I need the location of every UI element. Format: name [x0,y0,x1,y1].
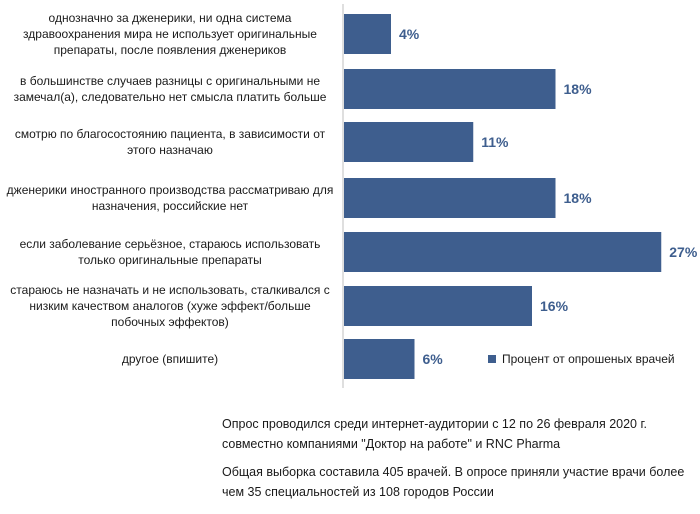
bar-value-label: 18% [564,81,593,97]
bar-3 [344,122,474,162]
chart-legend: Процент от опрошеных врачей [488,352,675,366]
bar-value-label: 16% [540,298,569,314]
bar-chart: 4% 18% 11% 18% 27% 16% 6% [342,4,698,388]
bar-4 [344,178,556,218]
bar-value-label: 6% [423,351,444,367]
survey-note-dates: Опрос проводился среди интернет-аудитори… [222,417,647,451]
bar-2 [344,69,556,109]
bar-value-label: 11% [481,134,509,150]
category-label: однозначно за дженерики, ни одна система… [23,11,317,57]
bar-6 [344,286,532,326]
category-label: смотрю по благосостоянию пациента, в зав… [14,127,326,157]
category-label: дженерики иностранного производства расс… [6,183,334,213]
bar-value-label: 4% [399,26,420,42]
bar-value-label: 18% [564,190,593,206]
bar-1 [344,14,391,54]
survey-notes: Опрос проводился среди интернет-аудитори… [222,414,697,510]
survey-note-sample: Общая выборка составила 405 врачей. В оп… [222,465,685,499]
bar-value-label: 27% [669,244,698,260]
category-label: если заболевание серьёзное, стараюсь исп… [19,237,321,267]
category-label: другое (впишите) [121,352,219,366]
legend-label: Процент от опрошеных врачей [502,352,675,366]
bar-7 [344,339,415,379]
bar-5 [344,232,662,272]
category-label: в большинстве случаев разницы с оригинал… [13,74,327,104]
category-label: стараюсь не назначать и не использовать,… [10,283,330,329]
legend-swatch [488,355,496,363]
